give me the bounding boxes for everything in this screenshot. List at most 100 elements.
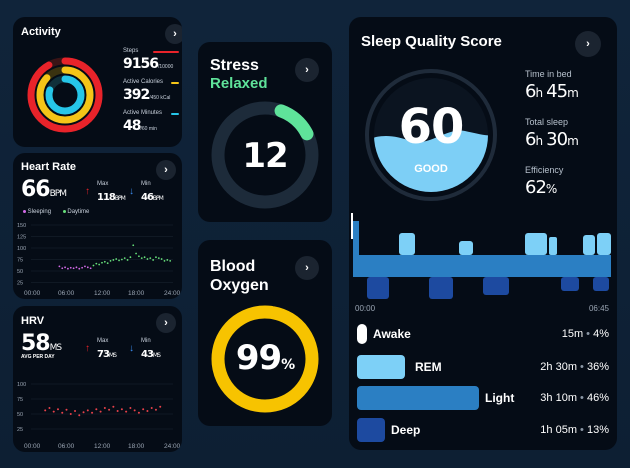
sleeping-point — [75, 266, 78, 269]
stage-bar — [357, 324, 367, 344]
sleep-score-label: GOOD — [414, 163, 448, 175]
daytime-point — [132, 244, 135, 247]
minutes-unit: m — [567, 86, 579, 100]
daytime-point — [120, 258, 123, 261]
hrv-point — [129, 407, 132, 409]
steps-value: 9156 — [123, 56, 159, 72]
heart-rate-max-label: Max — [97, 181, 109, 187]
hrv-point — [159, 405, 162, 408]
calories-label: Active Calories — [123, 79, 164, 85]
stage-bar — [357, 418, 385, 442]
total-sleep-hours: 6 — [525, 129, 536, 150]
hrv-point — [61, 411, 64, 414]
hrv-max-unit: MS — [108, 352, 117, 359]
sleeping-point — [78, 267, 81, 270]
time-in-bed-hours: 6 — [525, 81, 536, 102]
hrv-min-label: Min — [141, 338, 151, 344]
hrv-card[interactable]: HRV › 58MS AVG PER DAY ↑ Max 73MS ↓ Min … — [13, 306, 182, 452]
stage-name: REM — [415, 360, 442, 374]
stage-duration: 2h 30m — [540, 361, 577, 373]
heart-rate-card[interactable]: Heart Rate › 66BPM ↑ Max 118BPM ↓ Min 46… — [13, 153, 182, 299]
heart-rate-open-button[interactable]: › — [156, 160, 176, 180]
hrv-value: 58 — [21, 331, 51, 356]
daytime-point — [140, 257, 143, 260]
deep-block — [561, 277, 579, 291]
stage-percent: 46% — [586, 392, 609, 404]
stage-name: Awake — [373, 327, 411, 341]
hrv-point — [154, 408, 157, 411]
hrv-open-button[interactable]: › — [156, 313, 176, 333]
blood-oxygen-open-button[interactable]: › — [295, 256, 319, 280]
blood-oxygen-title-line2: Oxygen — [210, 277, 269, 294]
time-in-bed-label: Time in bed — [525, 69, 572, 79]
sleep-open-button[interactable]: › — [575, 31, 601, 57]
x-tick-label: 12:00 — [94, 443, 111, 450]
blood-oxygen-unit: % — [281, 357, 295, 373]
hrv-point — [116, 410, 119, 412]
daytime-point — [115, 258, 118, 260]
y-tick-label: 100 — [17, 246, 26, 252]
hrv-point — [99, 410, 102, 413]
stage-duration: 15m — [561, 328, 584, 340]
hrv-title: HRV — [21, 315, 45, 327]
hrv-point — [65, 408, 68, 411]
stage-stats: 3h 10m • 46% — [540, 392, 609, 404]
total-sleep-minutes: 30 — [546, 129, 568, 150]
blood-oxygen-value: 99 — [235, 338, 282, 378]
time-in-bed: Time in bed 6h 45m — [525, 69, 579, 102]
daytime-point — [169, 259, 172, 262]
hrv-point — [44, 409, 47, 412]
stress-level-arc — [211, 101, 319, 209]
arrow-down-icon: ↓ — [129, 343, 134, 354]
activity-rings — [27, 57, 103, 133]
heart-rate-max-unit: BPM — [114, 195, 126, 202]
y-tick-label: 75 — [17, 258, 23, 264]
x-tick-label: 00:00 — [24, 290, 41, 297]
daytime-point — [157, 257, 160, 260]
daytime-point — [95, 262, 98, 265]
activity-open-button[interactable]: › — [165, 24, 182, 44]
sleeping-point — [89, 267, 92, 270]
y-tick-label: 75 — [17, 397, 23, 403]
stage-bar — [357, 355, 405, 379]
heart-rate-legend: Sleeping Daytime — [23, 209, 89, 215]
steps-ring — [27, 57, 103, 133]
rem-block — [399, 233, 415, 255]
hrv-min-unit: MS — [152, 352, 161, 359]
x-tick-label: 06:00 — [58, 290, 75, 297]
minutes-goal: /60 min — [140, 126, 157, 132]
minutes-value: 48 — [123, 118, 142, 134]
daytime-point — [152, 259, 155, 261]
total-sleep-label: Total sleep — [525, 117, 569, 127]
stress-card[interactable]: Stress Relaxed › 12 — [198, 42, 332, 222]
daytime-point — [106, 262, 109, 265]
calories-goal: /450 kCal — [149, 95, 171, 101]
hrv-min: ↓ Min 43MS — [129, 338, 161, 362]
x-tick-label: 06:00 — [58, 443, 75, 450]
rem-block — [549, 237, 557, 255]
stage-percent: 13% — [586, 424, 609, 436]
daytime-point — [103, 260, 106, 263]
awake-marker — [351, 213, 353, 239]
y-tick-label: 25 — [17, 427, 23, 433]
y-tick-label: 25 — [17, 281, 23, 287]
sleeping-point — [84, 265, 86, 268]
activity-card[interactable]: Activity › Steps 9156/10000 Active Calor… — [13, 17, 182, 147]
stage-percent: 36% — [586, 361, 609, 373]
daytime-point — [98, 263, 101, 266]
heart-rate-unit: BPM — [49, 189, 67, 199]
hrv-point — [108, 408, 111, 411]
stress-status: Relaxed — [210, 75, 268, 92]
hrv-point — [56, 408, 59, 411]
sleeping-point — [69, 266, 72, 269]
daytime-point — [166, 259, 169, 261]
blood-oxygen-card[interactable]: Blood Oxygen › 99% — [198, 240, 332, 426]
sleep-card[interactable]: Sleep Quality Score › 60 GOOD Time in be… — [349, 17, 617, 450]
stage-row-rem: REM 2h 30m • 36% — [357, 355, 609, 379]
stage-duration: 1h 05m — [540, 424, 577, 436]
stress-open-button[interactable]: › — [295, 58, 319, 82]
heart-rate-value: 66 — [21, 177, 51, 202]
daytime-point — [109, 259, 112, 262]
hrv-point — [82, 411, 85, 414]
